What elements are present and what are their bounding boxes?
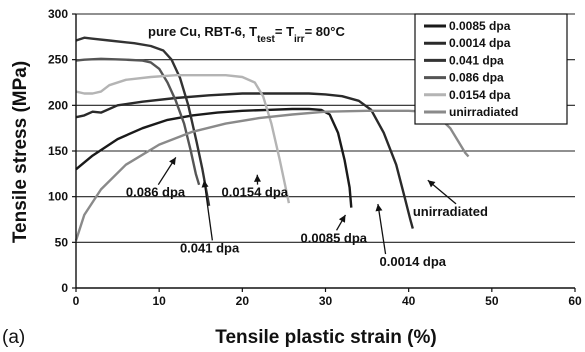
annotations: 0.086 dpa 0.0154 dpa 0.041 dpa 0.0085 dpa 0.… [126, 157, 488, 269]
legend-label-1: 0.0014 dpa [449, 36, 511, 50]
annotation-arrowhead-2 [201, 180, 209, 188]
annotation-label-5: unirradiated [413, 204, 488, 219]
series-line-2 [75, 36, 211, 207]
annotation-label-1: 0.0154 dpa [222, 185, 289, 200]
legend-label-5: unirradiated [449, 105, 518, 119]
series-line-1 [75, 92, 414, 229]
series-line-4 [75, 74, 291, 204]
legend-label-0: 0.0085 dpa [449, 19, 511, 33]
y-tick-label: 300 [48, 7, 68, 21]
x-tick-label: 30 [319, 294, 333, 308]
x-tick-label: 50 [485, 294, 499, 308]
annotation-arrowhead-1 [253, 174, 261, 182]
x-tick-label: 20 [236, 294, 250, 308]
axes [72, 13, 576, 292]
x-tick-labels: 0 10 20 30 40 50 60 [73, 294, 582, 308]
annotation-arrow-2 [203, 180, 214, 241]
y-tick-labels: 0 50 100 150 200 250 300 [48, 7, 68, 295]
series-layer [74, 36, 470, 241]
x-tick-label: 10 [152, 294, 166, 308]
annotation-arrowhead-0 [169, 157, 176, 166]
annotation-label-3: 0.0085 dpa [301, 230, 368, 245]
y-tick-label: 200 [48, 98, 68, 112]
series-line-5 [74, 109, 470, 241]
legend: 0.0085 dpa 0.0014 dpa 0.041 dpa 0.086 dpa 0.… [414, 13, 568, 125]
annotation-arrow-4 [377, 203, 387, 255]
annotation-label-2: 0.041 dpa [180, 240, 240, 255]
series-line-3 [75, 57, 201, 186]
panel-label: (a) [2, 327, 25, 348]
x-tick-label: 40 [402, 294, 416, 308]
annotation-arrowhead-5 [427, 180, 436, 188]
legend-label-2: 0.041 dpa [449, 53, 504, 67]
y-tick-label: 250 [48, 53, 68, 67]
y-axis-label: Tensile stress (MPa) [10, 61, 31, 243]
y-tick-label: 50 [55, 235, 69, 249]
x-tick-label: 60 [568, 294, 582, 308]
annotation-label-4: 0.0014 dpa [380, 254, 447, 269]
grid-lines [76, 13, 575, 243]
y-tick-label: 100 [48, 190, 68, 204]
series-line-0 [75, 107, 353, 208]
annotation-label-0: 0.086 dpa [126, 185, 186, 200]
annotation-arrowhead-4 [375, 203, 383, 212]
x-tick-label: 0 [73, 294, 80, 308]
legend-box [414, 13, 568, 125]
chart-title: pure Cu, RBT-6, Ttest= Tirr= 80°C [148, 24, 345, 45]
legend-label-3: 0.086 dpa [449, 71, 504, 85]
y-tick-label: 150 [48, 144, 68, 158]
x-axis-label: Tensile plastic strain (%) [215, 327, 436, 348]
y-tick-label: 0 [61, 281, 68, 295]
annotation-arrowhead-3 [338, 214, 346, 223]
legend-label-4: 0.0154 dpa [449, 88, 511, 102]
